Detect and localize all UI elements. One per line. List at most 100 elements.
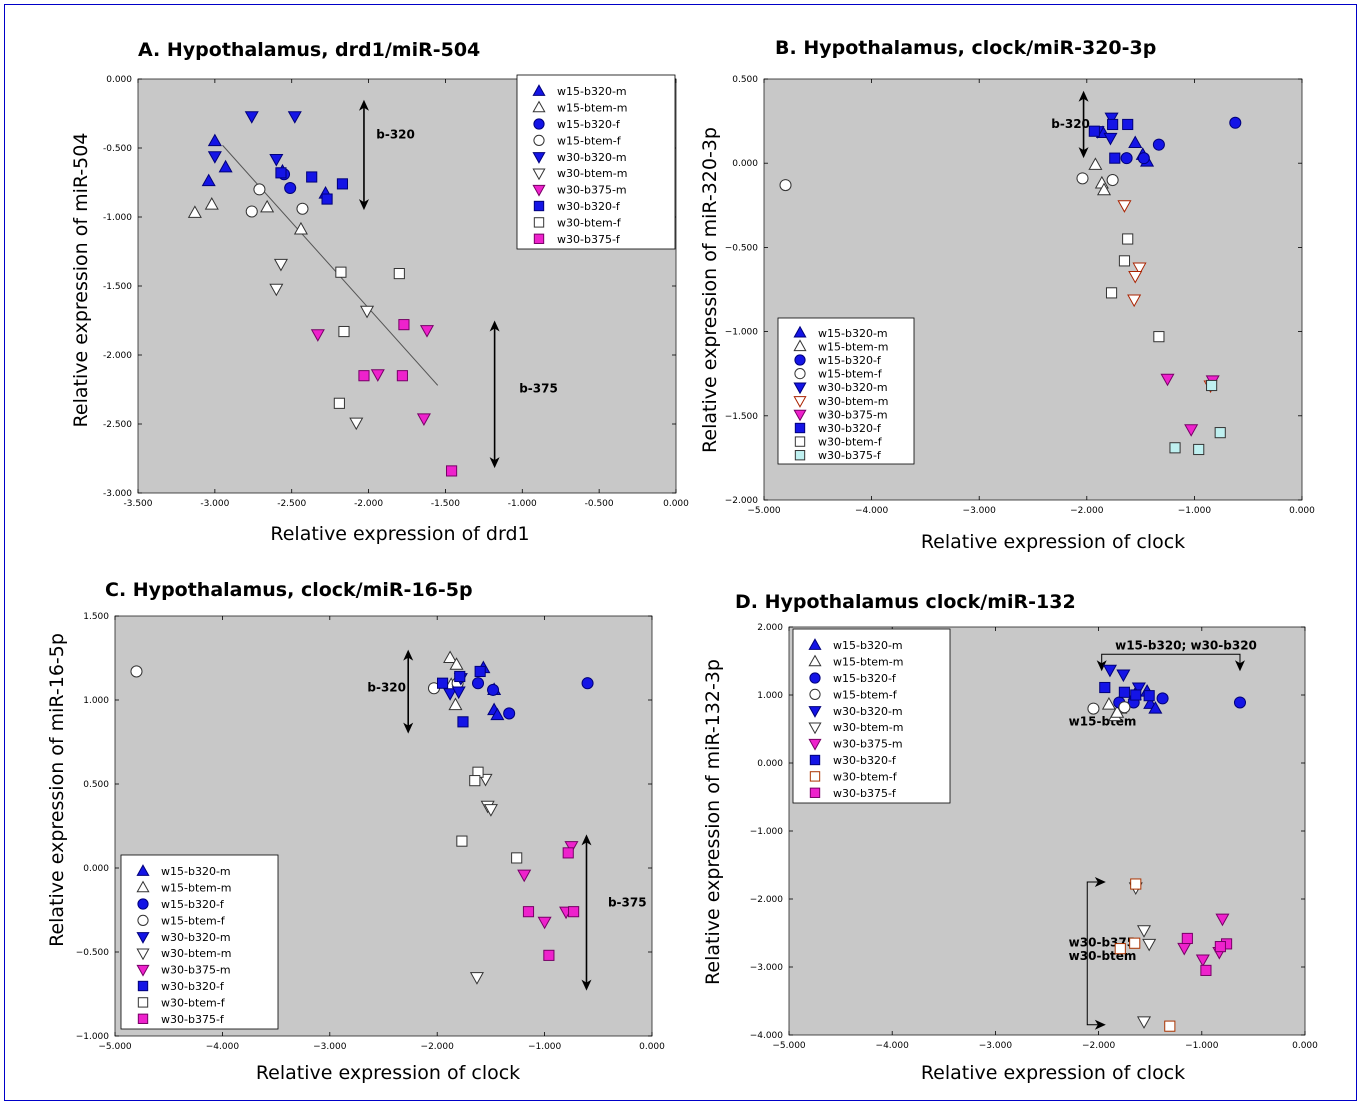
y-tick-label: 0.000 (83, 864, 109, 874)
y-tick-label: −2.000 (750, 895, 784, 905)
x-tick-label: -2.500 (277, 499, 306, 509)
y-axis-label: Relative expression of miR-16-5p (46, 633, 68, 947)
point-w30-btem-f (1164, 1020, 1176, 1032)
point-w30-b375-m (1184, 424, 1199, 437)
arrow-head-icon (489, 457, 500, 469)
point-w30-b320-f (1143, 690, 1155, 702)
legend-marker-w30-b320-f (809, 754, 821, 766)
y-tick-label: −0.500 (725, 243, 759, 253)
point-w30-b375-m (416, 413, 431, 427)
legend-marker-w15-b320-f (137, 898, 149, 910)
point-w15-btem-m (204, 197, 219, 210)
legend-marker-w15-btem-m (793, 339, 807, 352)
point-w15-btem-f (1076, 172, 1089, 185)
x-tick-label: -2.000 (354, 499, 383, 509)
y-axis-label: Relative expression of miR-132-3p (702, 659, 724, 985)
point-w15-btem-m (1088, 157, 1103, 170)
point-w30-b375-f (358, 370, 370, 382)
point-w30-b320-f (306, 171, 318, 183)
legend-label: w30-b375-f (818, 449, 882, 462)
point-w30-b375-m (1160, 373, 1175, 387)
legend-label: w30-b375-f (833, 787, 897, 800)
legend-label: w30-b320-m (557, 151, 627, 164)
point-w30-b375-f (1181, 932, 1193, 945)
point-w30-b320-m (269, 153, 284, 167)
point-w30-b375-f (522, 906, 535, 918)
point-w30-btem-m (349, 417, 364, 431)
y-axis-label: Relative expression of miR-504 (70, 133, 92, 428)
point-w30-btem-m (1142, 938, 1157, 952)
y-tick-label: −1.000 (750, 827, 784, 837)
x-tick-label: −1.000 (1178, 506, 1212, 516)
point-w30-b375-m (310, 329, 325, 342)
point-w30-btem-f (1153, 331, 1165, 343)
arrow-head-icon (1094, 1019, 1106, 1030)
legend-marker-w15-btem-f (533, 134, 545, 146)
y-tick-label: 1.000 (757, 691, 783, 701)
legend: w15-b320-m w15-btem-m w15-b320-f w15-btem-f… (120, 854, 279, 1030)
point-w15-b320-f (1137, 152, 1150, 165)
point-w30-b320-m (287, 111, 302, 124)
point-w30-b320-f (457, 716, 469, 728)
legend-marker-w15-b320-m (808, 638, 822, 650)
point-w30-btem-f (1105, 287, 1118, 299)
point-w30-btem-m (1136, 925, 1152, 938)
x-tick-label: 0.000 (639, 1042, 665, 1052)
x-axis-label: Relative expression of clock (921, 1062, 1185, 1084)
point-w30-btem-m (1117, 200, 1132, 213)
legend-marker-w30-b375-f (533, 233, 545, 244)
point-w15-btem-m (187, 205, 202, 218)
point-w15-btem-f (1118, 701, 1131, 714)
point-w30-b375-f (446, 465, 458, 477)
arrow-head-icon (358, 199, 369, 211)
x-tick-label: −2.000 (1070, 506, 1104, 516)
point-w30-b320-f (336, 178, 349, 190)
chart-title: C. Hypothalamus, clock/miR-16-5p (105, 579, 473, 601)
arrow-head-icon (403, 722, 414, 734)
legend-marker-w15-btem-m (136, 880, 150, 893)
y-tick-label: 0.500 (83, 780, 109, 790)
legend-label: w30-b320-f (161, 980, 225, 993)
point-w15-b320-m (490, 707, 505, 721)
legend-marker-w30-btem-m (532, 168, 546, 181)
point-w30-b375-f (1214, 427, 1226, 439)
point-w30-b320-f (275, 167, 287, 179)
y-tick-label: −0.500 (76, 948, 110, 958)
legend-marker-w30-b375-f (809, 787, 821, 798)
legend-marker-w30-btem-m (793, 396, 807, 408)
point-w30-btem-f (393, 268, 405, 280)
legend-label: w15-btem-m (557, 102, 627, 115)
legend-label: w15-btem-f (557, 134, 622, 147)
legend-marker-w30-b375-f (137, 1013, 149, 1024)
point-w30-b320-f (1107, 118, 1119, 131)
point-w15-btem-f (253, 183, 266, 196)
point-w30-btem-m (1136, 1016, 1152, 1029)
legend-marker-w30-btem-f (137, 997, 149, 1008)
x-tick-label: -1.500 (431, 499, 460, 509)
point-w30-b375-m (1215, 913, 1230, 927)
legend-marker-w30-btem-m (136, 948, 150, 961)
legend-label: w15-b320-m (818, 327, 888, 340)
annotation-label: b-375 (608, 896, 647, 910)
point-w15-btem-m (443, 650, 458, 664)
point-w30-btem-f (333, 397, 345, 409)
legend-marker-w15-btem-m (808, 654, 822, 667)
legend-marker-w30-btem-m (808, 722, 822, 735)
legend-label: w30-btem-f (557, 216, 622, 229)
point-w30-b375-f (568, 906, 580, 918)
point-w30-b320-m (1131, 682, 1146, 696)
point-w30-btem-m (1127, 294, 1142, 308)
point-w15-b320-f (1229, 116, 1242, 129)
point-w30-btem-m (483, 804, 498, 817)
legend-label: w30-btem-f (833, 770, 898, 783)
point-w15-b320-m (201, 173, 216, 187)
legend-marker-w15-b320-m (136, 864, 150, 876)
point-w30-btem-f (338, 325, 350, 338)
y-tick-label: -2.500 (103, 420, 132, 430)
point-w15-btem-m (448, 697, 463, 711)
arrow-head-icon (358, 99, 369, 111)
point-w30-btem-m (469, 972, 484, 985)
legend-label: w15-b320-f (818, 354, 882, 367)
point-w30-btem-f (1129, 937, 1141, 949)
point-w30-btem-f (1118, 255, 1131, 267)
